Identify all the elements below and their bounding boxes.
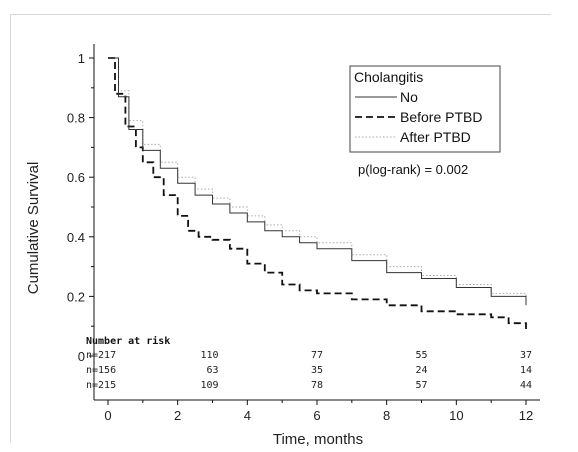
risk-value-2-1: 78 — [311, 380, 323, 391]
risk-value-0-3: 37 — [520, 350, 532, 361]
y-tick-label-5: 1 — [78, 51, 85, 66]
legend-label-2: After PTBD — [400, 129, 471, 145]
risk-table: Number at risk n=217 110 77 55 37 n=156 63 35 24 1… — [86, 335, 532, 391]
legend-items: No Before PTBD After PTBD — [355, 89, 482, 145]
legend-box — [349, 65, 501, 153]
risk-value-2-2: 57 — [415, 380, 427, 391]
y-tick-label-1: 0.2 — [67, 289, 85, 304]
y-tick-label-0: 0 — [78, 349, 85, 364]
y-tick-label-4: 0.8 — [67, 111, 85, 126]
x-axis-title: Time, months — [273, 431, 363, 448]
risk-value-1-0: 63 — [206, 365, 218, 376]
risk-table-title: Number at risk — [86, 335, 170, 347]
y-axis-title: Cumulative Survival — [25, 162, 42, 295]
series-line-2 — [108, 57, 527, 303]
x-tick-label-4: 8 — [383, 408, 390, 423]
legend-label-0: No — [400, 89, 418, 105]
risk-value-1-3: 14 — [520, 365, 532, 376]
x-tick-label-2: 4 — [244, 408, 251, 423]
legend: Cholangitis No Before PTBD After PTBD — [349, 65, 501, 153]
risk-value-0-2: 55 — [415, 350, 427, 361]
risk-value-1-2: 24 — [415, 365, 427, 376]
x-tick-label-6: 12 — [519, 408, 533, 423]
y-tick-label-2: 0.4 — [67, 230, 85, 245]
risk-n-1: n=156 — [86, 365, 116, 376]
risk-value-2-0: 109 — [200, 380, 218, 391]
risk-n-2: n=215 — [86, 380, 116, 391]
risk-value-2-3: 44 — [520, 380, 532, 391]
log-rank-annotation: p(log-rank) = 0.002 — [358, 162, 468, 177]
risk-value-0-0: 110 — [200, 350, 218, 361]
series-line-0 — [108, 57, 527, 306]
x-tick-label-0: 0 — [104, 408, 111, 423]
x-tick-label-1: 2 — [174, 408, 181, 423]
series-layer — [108, 57, 527, 330]
risk-value-1-1: 35 — [311, 365, 323, 376]
series-line-1 — [108, 57, 527, 330]
risk-n-0: n=217 — [86, 350, 116, 361]
legend-label-1: Before PTBD — [400, 109, 482, 125]
legend-title: Cholangitis — [354, 69, 423, 85]
x-tick-label-5: 10 — [449, 408, 463, 423]
x-tick-label-3: 6 — [313, 408, 320, 423]
y-tick-label-3: 0.6 — [67, 170, 85, 185]
risk-value-0-1: 77 — [311, 350, 323, 361]
